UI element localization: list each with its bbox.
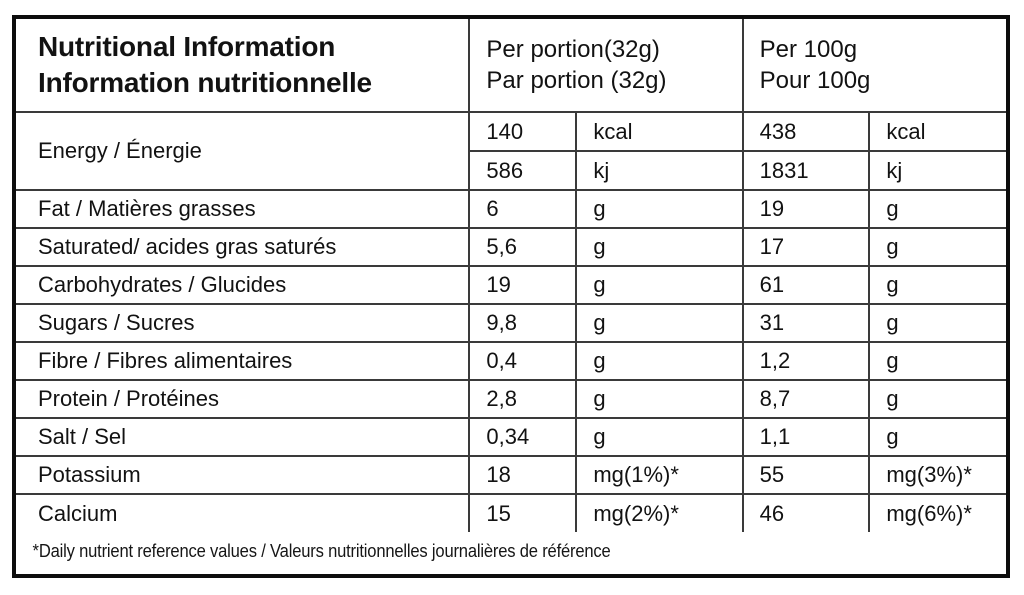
value-per-100g: 1,2 [741,341,871,381]
unit-per-portion: g [575,303,744,343]
nutrient-label: Calcium [16,493,471,532]
nutrient-label: Fibre / Fibres alimentaires [16,341,471,381]
nutrient-label: Energy / Énergie [16,111,471,191]
column-header-per-portion-en: Per portion(32g) [486,36,660,63]
value-per-portion: 0,4 [468,341,578,381]
unit-per-100g: g [868,417,1006,457]
value-per-100g: 61 [741,265,871,305]
unit-per-portion: kcal [575,111,744,152]
unit-per-portion: kj [575,150,744,191]
nutrient-label: Salt / Sel [16,417,471,457]
value-per-portion: 9,8 [468,303,578,343]
unit-per-portion: g [575,189,744,229]
nutrition-panel: Nutritional Information Information nutr… [12,15,1010,578]
nutrient-label: Potassium [16,455,471,495]
value-per-100g: 1831 [741,150,871,191]
value-per-portion: 0,34 [468,417,578,457]
unit-per-100g: kcal [868,111,1006,152]
unit-per-portion: g [575,265,744,305]
unit-per-portion: g [575,341,744,381]
unit-per-100g: g [868,227,1006,267]
unit-per-portion: g [575,379,744,419]
unit-per-portion: mg(1%)* [575,455,744,495]
value-per-100g: 17 [741,227,871,267]
unit-per-portion: g [575,227,744,267]
value-per-100g: 438 [741,111,871,152]
value-per-100g: 1,1 [741,417,871,457]
value-per-portion: 18 [468,455,578,495]
nutrient-label: Fat / Matières grasses [16,189,471,229]
column-header-per-100g-fr: Pour 100g [759,67,871,94]
value-per-100g: 31 [741,303,871,343]
table-row-salt: Salt / Sel 0,34 g 1,1 g [16,417,1006,457]
column-header-per-100g-en: Per 100g [759,36,858,63]
column-header-per-portion: Per portion(32g) Par portion (32g) [468,19,744,113]
nutrition-table: Nutritional Information Information nutr… [16,19,1006,532]
panel-title-en: Nutritional Information [38,31,336,62]
header-row: Nutritional Information Information nutr… [16,19,1006,113]
daily-reference-footnote: *Daily nutrient reference values / Valeu… [32,541,611,561]
table-row-potassium: Potassium 18 mg(1%)* 55 mg(3%)* [16,455,1006,495]
unit-per-100g: g [868,189,1006,229]
value-per-portion: 586 [469,150,578,191]
table-row-fibre: Fibre / Fibres alimentaires 0,4 g 1,2 g [16,341,1006,381]
unit-per-100g: kj [868,150,1006,191]
value-per-100g: 46 [741,493,871,532]
unit-per-100g: g [868,379,1006,419]
value-per-100g: 19 [741,189,871,229]
unit-per-100g: g [868,265,1006,305]
value-per-portion: 5,6 [468,227,578,267]
nutrient-label: Protein / Protéines [16,379,471,419]
value-per-portion: 15 [468,493,578,532]
column-header-per-portion-fr: Par portion (32g) [486,67,667,94]
panel-title: Nutritional Information Information nutr… [16,19,471,113]
value-per-portion: 19 [468,265,578,305]
table-row-protein: Protein / Protéines 2,8 g 8,7 g [16,379,1006,419]
value-per-100g: 8,7 [741,379,871,419]
nutrient-label: Carbohydrates / Glucides [16,265,471,305]
unit-per-portion: g [575,417,744,457]
value-per-100g: 55 [741,455,871,495]
table-row-sugars: Sugars / Sucres 9,8 g 31 g [16,303,1006,343]
table-row-energy-kj: 586 kj 1831 kj [16,150,1006,191]
unit-per-100g: mg(6%)* [868,493,1006,532]
value-per-portion: 2,8 [468,379,578,419]
unit-per-portion: mg(2%)* [575,493,744,532]
table-row-carbohydrates: Carbohydrates / Glucides 19 g 61 g [16,265,1006,305]
nutrient-label: Sugars / Sucres [16,303,471,343]
table-row-calcium: Calcium 15 mg(2%)* 46 mg(6%)* [16,493,1006,532]
value-per-portion: 6 [468,189,578,229]
value-per-portion: 140 [468,111,578,152]
nutrient-label: Saturated/ acides gras saturés [16,227,471,267]
panel-title-fr: Information nutritionnelle [38,67,372,98]
unit-per-100g: mg(3%)* [868,455,1006,495]
unit-per-100g: g [868,341,1006,381]
table-row-fat: Fat / Matières grasses 6 g 19 g [16,189,1006,229]
table-row-energy-kcal: Energy / Énergie 140 kcal 438 kcal [16,111,1006,191]
unit-per-100g: g [868,303,1006,343]
column-header-per-100g: Per 100g Pour 100g [741,19,1006,113]
table-row-saturated: Saturated/ acides gras saturés 5,6 g 17 … [16,227,1006,267]
